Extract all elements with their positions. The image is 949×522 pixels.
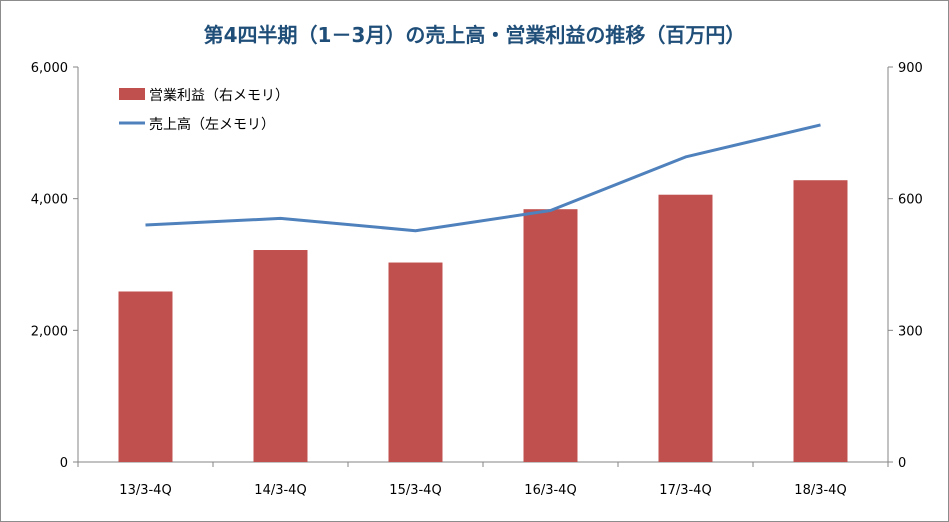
chart-title: 第4四半期（1－3月）の売上高・営業利益の推移（百万円）: [203, 23, 746, 47]
y-left-tick-label: 2,000: [31, 324, 68, 339]
bar: [118, 291, 173, 462]
y-left-tick-label: 4,000: [31, 193, 68, 208]
y-right-tick-label: 900: [898, 61, 923, 76]
bar: [253, 250, 308, 462]
x-tick-label: 18/3-4Q: [794, 483, 846, 498]
legend-swatch-bar: [119, 88, 145, 100]
y-right-tick-label: 0: [898, 456, 906, 471]
bar: [523, 209, 578, 462]
legend-label-bar: 営業利益（右メモリ）: [149, 88, 289, 104]
y-right-tick-label: 600: [898, 193, 923, 208]
y-left-tick-label: 0: [60, 456, 68, 471]
bar: [793, 180, 848, 462]
x-tick-label: 17/3-4Q: [659, 483, 711, 498]
bar: [658, 194, 713, 462]
y-left-tick-label: 6,000: [31, 61, 68, 76]
series-line: [145, 123, 821, 233]
x-tick-label: 15/3-4Q: [389, 483, 441, 498]
bar: [388, 262, 443, 462]
y-right-tick-label: 300: [898, 324, 923, 339]
x-tick-label: 13/3-4Q: [119, 483, 171, 498]
x-tick-label: 14/3-4Q: [254, 483, 306, 498]
x-tick-label: 16/3-4Q: [524, 483, 576, 498]
legend-label-line: 売上高（左メモリ）: [149, 116, 275, 133]
